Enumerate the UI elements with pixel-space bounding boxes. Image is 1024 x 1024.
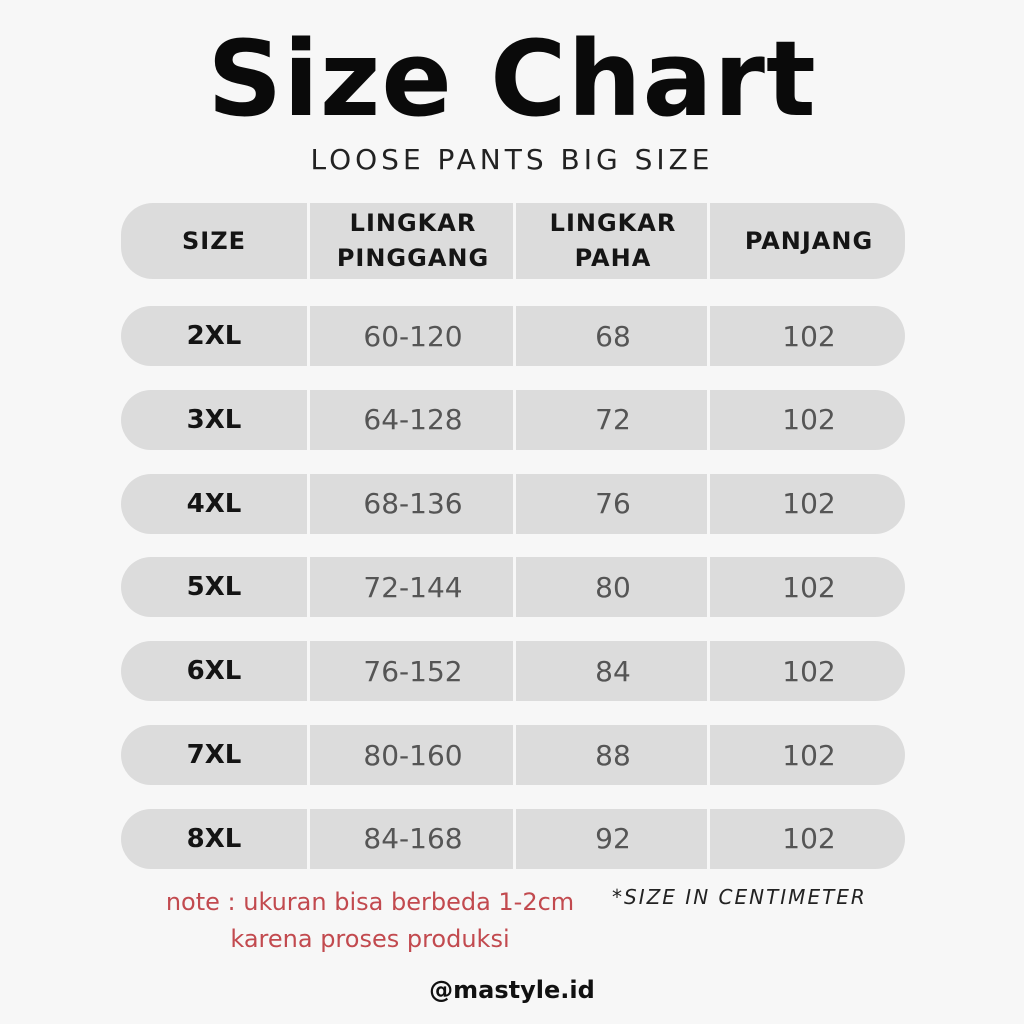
table-header-row: SIZE LINGKAR PINGGANG LINGKAR PAHA PANJA… bbox=[121, 203, 905, 279]
cell-lingkar-pinggang: 76-152 bbox=[307, 641, 516, 702]
page-title: Size Chart bbox=[207, 18, 817, 140]
cell-size: 3XL bbox=[186, 404, 242, 435]
cell-panjang: 102 bbox=[707, 725, 908, 785]
cell-lingkar-pinggang: 72-144 bbox=[307, 557, 516, 618]
cell-size: 2XL bbox=[186, 321, 242, 351]
unit-note: *SIZE IN CENTIMETER bbox=[612, 885, 867, 909]
table-row: 7XL 80-160 88 102 bbox=[121, 725, 905, 785]
table-row: 8XL 84-168 92 102 bbox=[121, 808, 908, 869]
cell-panjang: 102 bbox=[707, 808, 908, 869]
cell-panjang: 102 bbox=[707, 389, 908, 450]
cell-lingkar-paha: 68 bbox=[513, 306, 710, 366]
cell-size: 6XL bbox=[186, 656, 242, 687]
table-row: 2XL 60-120 68 102 bbox=[121, 306, 905, 366]
production-note: note : ukuran bisa berbeda 1-2cm karena … bbox=[150, 884, 590, 958]
cell-size: 4XL bbox=[186, 488, 242, 519]
page-subtitle: LOOSE PANTS BIG SIZE bbox=[310, 143, 714, 176]
cell-lingkar-paha: 88 bbox=[513, 725, 710, 785]
cell-lingkar-pinggang: 68-136 bbox=[307, 473, 516, 534]
column-header-lingkar-paha: LINGKAR PAHA bbox=[513, 203, 710, 279]
note-line-2: karena proses produksi bbox=[230, 925, 510, 954]
column-header-lingkar-pinggang: LINGKAR PINGGANG bbox=[307, 203, 516, 279]
cell-size: 8XL bbox=[186, 823, 242, 854]
cell-size: 7XL bbox=[186, 740, 242, 770]
cell-size: 5XL bbox=[186, 572, 242, 603]
cell-lingkar-paha: 84 bbox=[513, 641, 710, 702]
table-row: 6XL 76-152 84 102 bbox=[121, 641, 908, 702]
cell-lingkar-pinggang: 60-120 bbox=[307, 306, 516, 366]
cell-lingkar-paha: 92 bbox=[513, 808, 710, 869]
cell-lingkar-pinggang: 64-128 bbox=[307, 389, 516, 450]
column-header-panjang: PANJANG bbox=[707, 203, 908, 279]
table-row: 4XL 68-136 76 102 bbox=[121, 473, 908, 534]
cell-lingkar-pinggang: 84-168 bbox=[307, 808, 516, 869]
cell-panjang: 102 bbox=[707, 557, 908, 618]
note-line-1: note : ukuran bisa berbeda 1-2cm bbox=[165, 888, 575, 916]
cell-lingkar-pinggang: 80-160 bbox=[307, 725, 516, 785]
cell-lingkar-paha: 72 bbox=[513, 389, 710, 450]
cell-panjang: 102 bbox=[707, 473, 908, 534]
cell-lingkar-paha: 76 bbox=[513, 473, 710, 534]
cell-lingkar-paha: 80 bbox=[513, 557, 710, 618]
cell-panjang: 102 bbox=[707, 306, 908, 366]
table-row: 5XL 72-144 80 102 bbox=[121, 557, 908, 618]
column-header-size: SIZE bbox=[181, 226, 246, 255]
cell-panjang: 102 bbox=[707, 641, 908, 702]
table-row: 3XL 64-128 72 102 bbox=[121, 389, 908, 450]
brand-handle: @mastyle.id bbox=[429, 976, 595, 1004]
